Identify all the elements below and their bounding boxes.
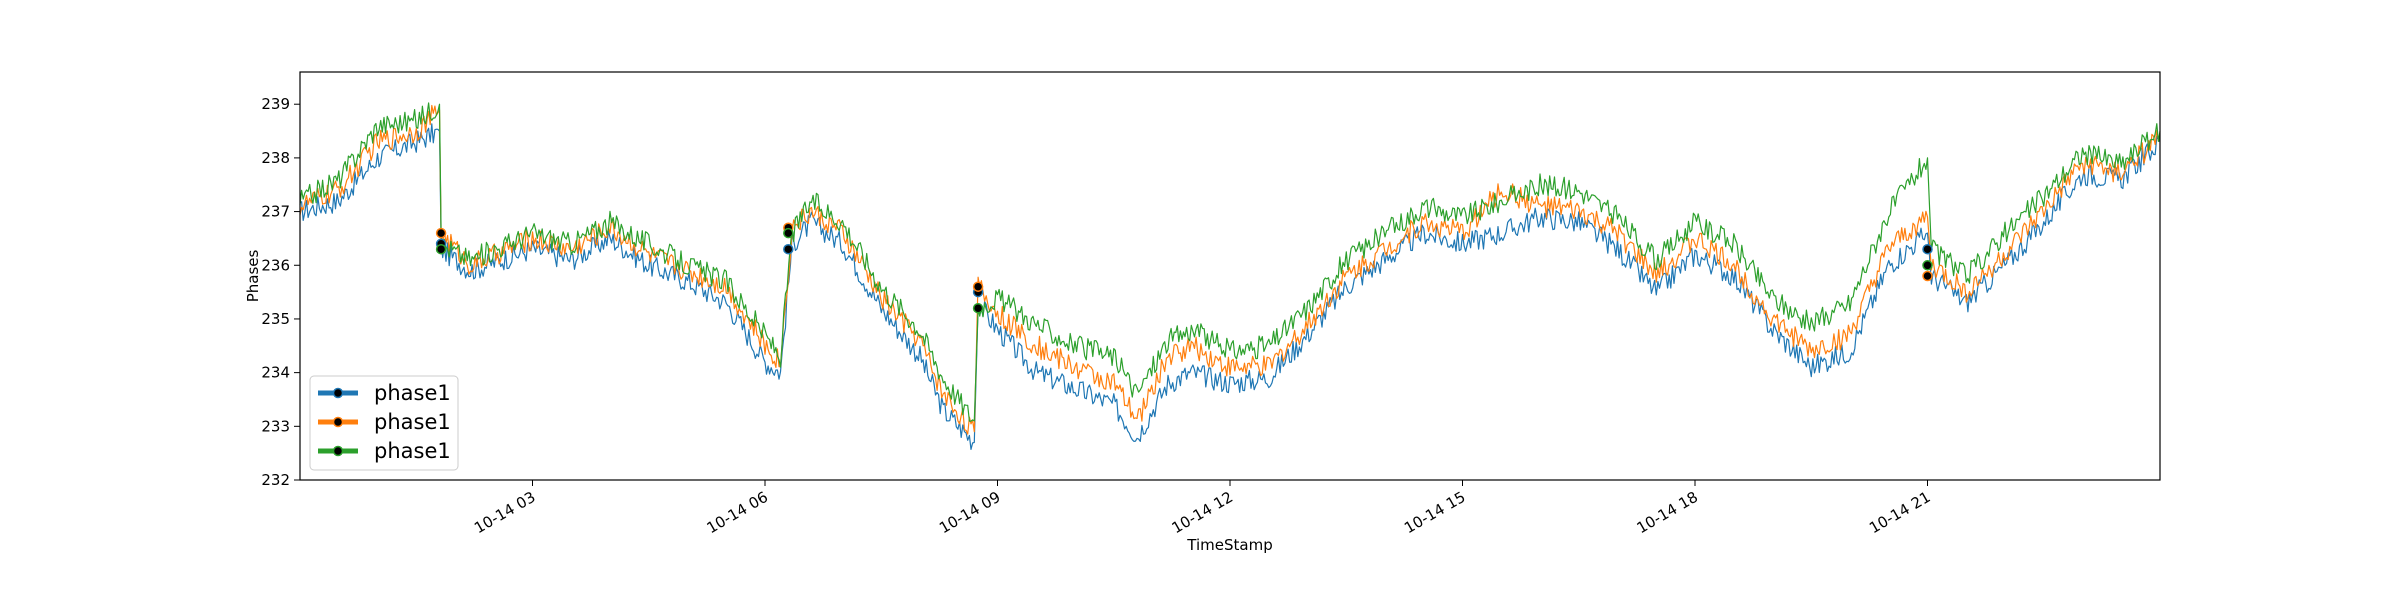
y-tick-label: 233: [261, 417, 290, 435]
legend-entry-label: phase1: [374, 381, 451, 405]
anomaly-marker: [972, 281, 984, 292]
legend-entry-label: phase1: [374, 410, 451, 434]
legend: phase1 phase1 phase1: [309, 375, 459, 471]
anomaly-marker: [435, 227, 447, 239]
x-axis-label: TimeStamp: [1186, 536, 1272, 554]
y-tick-label: 239: [261, 95, 290, 113]
y-tick-label: 234: [261, 364, 290, 382]
y-axis-label: Phases: [244, 250, 262, 303]
y-tick-label: 236: [261, 256, 290, 274]
legend-swatch-marker: [332, 445, 344, 457]
anomaly-marker: [1922, 243, 1933, 255]
marker-layer: [435, 222, 1933, 314]
y-tick-label: 237: [261, 203, 290, 221]
legend-box: [309, 375, 459, 471]
anomaly-marker: [783, 227, 794, 239]
anomaly-marker: [1922, 270, 1933, 282]
anomaly-marker: [435, 243, 447, 255]
legend-swatch-marker: [332, 416, 344, 428]
series-layer: [299, 102, 2161, 450]
y-tick-label: 238: [261, 149, 290, 167]
legend-entry-label: phase1: [374, 439, 451, 463]
y-tick-label: 235: [261, 310, 290, 328]
legend-swatch-marker: [332, 387, 344, 399]
anomaly-marker: [1922, 260, 1933, 271]
series-line-3: [299, 102, 2161, 422]
anomaly-marker: [783, 243, 794, 255]
y-tick-label: 232: [261, 471, 290, 489]
anomaly-marker: [972, 302, 984, 314]
series-line-1: [299, 123, 2161, 450]
y-axis: 232 233 234 235 236 237 238 239: [261, 95, 300, 489]
